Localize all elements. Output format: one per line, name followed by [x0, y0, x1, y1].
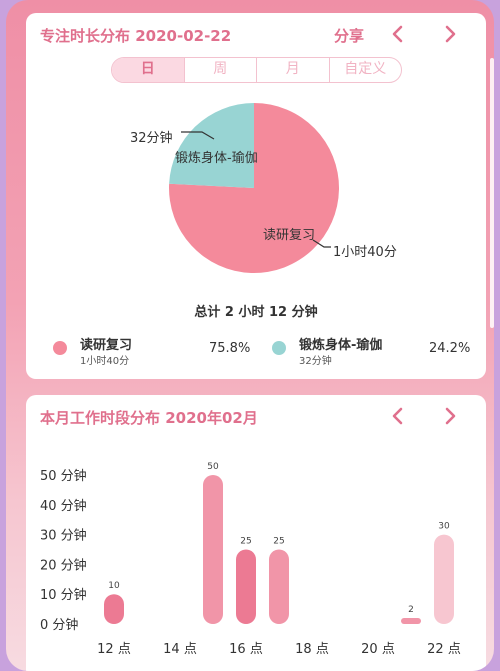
prev-month-chevron-left-icon[interactable]: [386, 403, 410, 429]
bar-value-label: 25: [273, 537, 284, 547]
total-duration: 总计 2 小时 12 分钟: [194, 305, 318, 320]
y-tick-label: 20 分钟: [40, 557, 87, 573]
pie-slice-label-yoga: 锻炼身体-瑜伽: [175, 151, 258, 166]
bar-value-label: 2: [408, 605, 414, 615]
focus-distribution-card: 专注时长分布 2020-02-22 分享 日 周 月 自定义 32分钟 锻炼身体…: [26, 13, 486, 379]
bar-value-label: 25: [240, 537, 251, 547]
bar-hour-22: [434, 534, 454, 624]
bar-value-label: 50: [207, 462, 219, 472]
legend-name-yoga: 锻炼身体-瑜伽: [299, 338, 383, 353]
x-tick-label: 20 点: [361, 642, 395, 657]
next-month-chevron-right-icon[interactable]: [438, 403, 462, 429]
bar-hour-16: [236, 549, 256, 624]
x-tick-label: 14 点: [163, 642, 197, 657]
legend-duration-yoga: 32分钟: [299, 356, 332, 367]
bar-hour-15: [203, 475, 223, 624]
x-tick-label: 22 点: [427, 642, 461, 657]
pie-chart: [169, 103, 340, 273]
legend-name-study: 读研复习: [80, 338, 133, 353]
y-tick-label: 50 分钟: [40, 468, 87, 484]
legend-dot-study: [53, 341, 67, 355]
y-tick-label: 0 分钟: [40, 617, 78, 633]
focus-card-title: 专注时长分布 2020-02-22: [40, 27, 232, 45]
legend-percent-study: 75.8%: [209, 341, 251, 356]
bar-hour-21: [401, 618, 421, 624]
legend-percent-yoga: 24.2%: [429, 341, 471, 356]
x-tick-label: 18 点: [295, 642, 329, 657]
tab-week[interactable]: 周: [183, 58, 257, 82]
pie-leader-line-study: [312, 239, 331, 248]
bar-hour-17: [269, 549, 289, 624]
bar-value-label: 30: [438, 522, 450, 532]
app-frame: 专注时长分布 2020-02-22 分享 日 周 月 自定义 32分钟 锻炼身体…: [6, 0, 494, 671]
pie-leader-line-yoga: [181, 131, 215, 140]
bar-value-label: 10: [108, 581, 120, 591]
monthly-card-title: 本月工作时段分布 2020年02月: [40, 409, 258, 427]
monthly-period-card: 本月工作时段分布 2020年02月 0 分钟 10 分钟 20 分钟 30 分钟 40 …: [26, 395, 486, 671]
y-tick-label: 40 分钟: [40, 498, 87, 514]
scrollbar[interactable]: [490, 58, 494, 328]
pie-value-label-yoga: 32分钟: [130, 131, 173, 146]
pie-slice-yoga: [169, 103, 254, 188]
legend-duration-study: 1小时40分: [80, 356, 130, 367]
pie-value-label-study: 1小时40分: [333, 245, 397, 260]
period-tabs: 日 周 月 自定义: [111, 57, 402, 83]
legend-dot-yoga: [272, 341, 286, 355]
bar-hour-12: [104, 594, 124, 624]
x-tick-label: 12 点: [97, 642, 131, 657]
x-tick-label: 16 点: [229, 642, 263, 657]
y-tick-label: 30 分钟: [40, 528, 87, 544]
prev-day-chevron-left-icon[interactable]: [386, 21, 410, 47]
bar-chart: 0 分钟 10 分钟 20 分钟 30 分钟 40 分钟 50 分钟 12 点 14 点 16 …: [40, 462, 461, 657]
tab-custom[interactable]: 自定义: [328, 58, 402, 82]
pie-slice-study: [169, 103, 340, 273]
share-button[interactable]: 分享: [334, 27, 365, 45]
tab-day[interactable]: 日: [112, 58, 184, 82]
pie-slice-label-study: 读研复习: [263, 228, 316, 243]
tab-month[interactable]: 月: [256, 58, 329, 82]
y-tick-label: 10 分钟: [40, 587, 87, 603]
next-day-chevron-right-icon[interactable]: [438, 21, 462, 47]
